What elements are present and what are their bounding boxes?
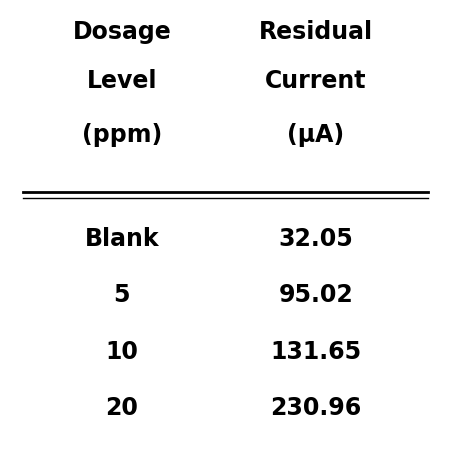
Text: 131.65: 131.65	[270, 340, 361, 364]
Text: (μA): (μA)	[287, 123, 344, 147]
Text: Current: Current	[265, 69, 367, 93]
Text: Level: Level	[87, 69, 157, 93]
Text: 230.96: 230.96	[270, 396, 361, 420]
Text: 20: 20	[106, 396, 138, 420]
Text: 5: 5	[114, 283, 130, 308]
Text: Residual: Residual	[258, 19, 373, 44]
Text: Dosage: Dosage	[73, 19, 171, 44]
Text: Blank: Blank	[84, 227, 159, 251]
Text: 32.05: 32.05	[278, 227, 353, 251]
Text: 95.02: 95.02	[278, 283, 353, 308]
Text: 10: 10	[106, 340, 138, 364]
Text: (ppm): (ppm)	[82, 123, 162, 147]
